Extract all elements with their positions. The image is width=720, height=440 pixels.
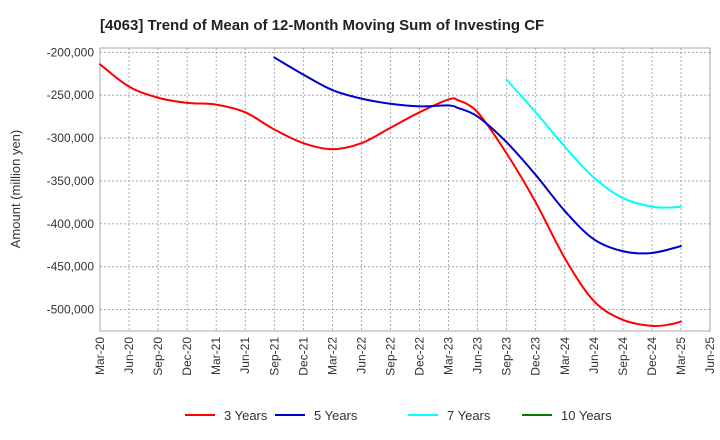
y-tick-label: -300,000 [47,131,95,145]
grid [100,48,711,331]
plot-area [99,47,711,332]
x-tick-label: Jun-24 [587,337,601,374]
legend: 3 Years 5 Years 7 Years 10 Years [185,408,612,423]
legend-label-5-years: 5 Years [314,408,358,423]
y-tick-label: -250,000 [47,88,95,102]
legend-label-10-years: 10 Years [561,408,612,423]
x-tick-label: Mar-22 [325,337,339,375]
x-tick-label: Sep-20 [151,337,165,376]
x-tick-label: Mar-24 [558,337,572,375]
x-tick-label: Jun-20 [122,337,136,374]
x-tick-label: Sep-22 [383,337,397,376]
legend-label-3-years: 3 Years [224,408,268,423]
x-tick-label: Sep-23 [500,337,514,376]
y-tick-label: -200,000 [47,45,95,59]
x-tick-label: Jun-21 [238,337,252,374]
x-tick-label: Mar-20 [93,337,107,375]
series-line-7-years [505,78,682,209]
y-axis-ticks: -200,000 -250,000 -300,000 -350,000 -400,000… [47,45,95,316]
x-tick-label: Jun-22 [354,337,368,374]
x-axis-ticks: Mar-20 Jun-20 Sep-20 Dec-20 Mar-21 Jun-21 Sep-… [93,337,717,376]
x-tick-label: Dec-24 [645,337,659,376]
x-tick-label: Mar-23 [442,337,456,375]
y-tick-label: -450,000 [47,260,95,274]
series-lines [99,56,682,328]
y-tick-label: -350,000 [47,174,95,188]
chart-title: [4063] Trend of Mean of 12-Month Moving … [100,17,544,34]
series-line-5-years [273,56,682,255]
y-tick-label: -400,000 [47,217,95,231]
x-tick-label: Jun-25 [703,337,717,374]
x-tick-label: Mar-25 [674,337,688,375]
series-line-3-years [99,63,682,328]
x-tick-label: Sep-24 [616,337,630,376]
x-tick-label: Sep-21 [267,337,281,376]
y-tick-label: -500,000 [47,303,95,317]
x-tick-label: Dec-21 [296,337,310,376]
x-tick-label: Mar-21 [209,337,223,375]
legend-label-7-years: 7 Years [447,408,491,423]
y-axis-label: Amount (million yen) [8,130,23,249]
x-tick-label: Jun-23 [471,337,485,374]
x-tick-label: Dec-22 [413,337,427,376]
x-tick-label: Dec-23 [529,337,543,376]
x-tick-label: Dec-20 [180,337,194,376]
